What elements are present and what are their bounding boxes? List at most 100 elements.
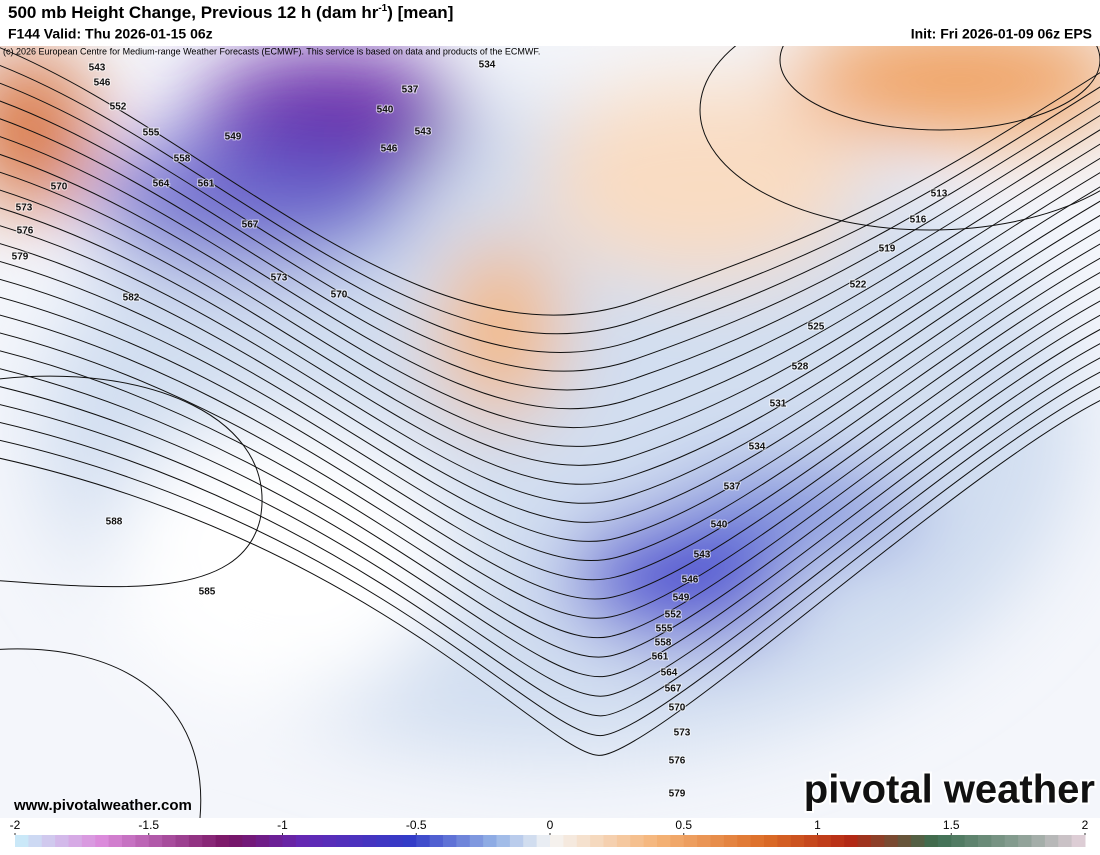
contour-label: 525 [808,322,825,333]
colorbar-swatch [670,835,685,847]
contour-label: 579 [669,789,686,800]
contour-line [0,214,1100,504]
colorbar-swatch [229,835,243,847]
colorbar-swatch [978,835,992,847]
contour-line [0,257,1100,562]
contour-line [0,328,1100,658]
colorbar-swatch [443,835,457,847]
colorbar-swatch [830,835,845,847]
contour-line [0,65,1100,335]
contour-label: 567 [665,684,682,695]
colorbar-swatch [937,835,952,847]
colorbar-swatch [429,835,444,847]
contour-line [779,46,1100,131]
contour-label: 573 [271,273,288,284]
contour-label: 576 [669,756,686,767]
colorbar-swatch [496,835,511,847]
colorbar-swatch [389,835,404,847]
website: www.pivotalweather.com [13,797,192,814]
colorbar-swatch [616,835,631,847]
contour-line [0,243,1100,542]
contour-line [0,400,1100,756]
contour-label: 546 [682,575,699,586]
colorbar-tick-label: 0.5 [675,818,692,832]
contour-line [0,357,1100,697]
colorbar-swatch [282,835,297,847]
contour-label: 564 [661,668,678,679]
colorbar-swatch [550,835,564,847]
contour-label: 534 [479,60,496,71]
contour-label: 573 [674,728,691,739]
contour-label: 534 [749,442,766,453]
colorbar-swatch [523,835,538,847]
colorbar-swatch [68,835,83,847]
colorbar-tick-label: 2 [1082,818,1089,832]
contour-label: 519 [879,244,896,255]
contour-label: 540 [711,520,728,531]
colorbar-swatch [710,835,725,847]
colorbar-swatch [336,835,350,847]
contour-label: 522 [850,280,867,291]
colorbar-swatch [576,835,591,847]
colorbar-swatch [750,835,765,847]
contour-line [0,314,1100,639]
colorbar-swatch [41,835,56,847]
valid-time: F144 Valid: Thu 2026-01-15 06z [8,26,213,42]
contour-label: 555 [143,128,160,139]
contour-label: 561 [652,652,669,663]
colorbar-swatch [469,835,484,847]
colorbar-tick-label: 1.5 [943,818,960,832]
colorbar-tick-label: -0.5 [406,818,427,832]
colorbar-swatch [804,835,818,847]
colorbar-swatch [55,835,69,847]
contour-label: 573 [16,203,33,214]
contour-line [0,154,1100,429]
colorbar-swatch [857,835,872,847]
colorbar-swatch [737,835,752,847]
colorbar-swatch [309,835,324,847]
logo: pivotal weather [804,768,1095,812]
colorbar-swatch [135,835,150,847]
contour-label: 546 [94,78,111,89]
colorbar-swatch [108,835,123,847]
contour-label: 567 [242,220,259,231]
contour-label: 582 [123,293,140,304]
colorbar-swatch [376,835,390,847]
contour-label: 558 [655,638,672,649]
contour-line [0,47,1100,316]
colorbar-swatch [991,835,1006,847]
contour-line [0,343,1100,678]
contour-label: 558 [174,154,191,165]
colorbar-swatch [590,835,604,847]
contour-label: 579 [12,252,29,263]
colorbar-swatch [630,835,645,847]
colorbar-swatch [242,835,257,847]
colorbar-swatch [817,835,832,847]
contour-line [0,118,1100,391]
colorbar-swatch [1031,835,1046,847]
contour-line [0,186,1100,466]
contour-label: 543 [415,127,432,138]
colorbar-swatch [723,835,738,847]
colorbar-swatch [175,835,190,847]
contour-line [0,171,1100,447]
contour-label: 513 [931,189,948,200]
colorbar-swatch [1004,835,1019,847]
contour-label: 546 [381,144,398,155]
colorbar-swatch [162,835,176,847]
colorbar-tick-label: -1 [277,818,288,832]
colorbar-swatch [697,835,711,847]
contour-label: 537 [724,482,741,493]
contour-label: 540 [377,105,394,116]
colorbar-swatch [657,835,671,847]
colorbar: -2 -1.5 -1 -0.5 0 0.5 1 1.5 2 [10,818,1089,847]
colorbar-swatch [603,835,618,847]
contour-line [0,375,263,588]
colorbar-swatch [215,835,230,847]
contour-label: 552 [665,610,682,621]
colorbar-swatch [122,835,136,847]
contour-label: 570 [669,703,686,714]
credit: (c) 2026 European Centre for Medium-rang… [3,46,540,56]
contour-line [0,136,1100,410]
